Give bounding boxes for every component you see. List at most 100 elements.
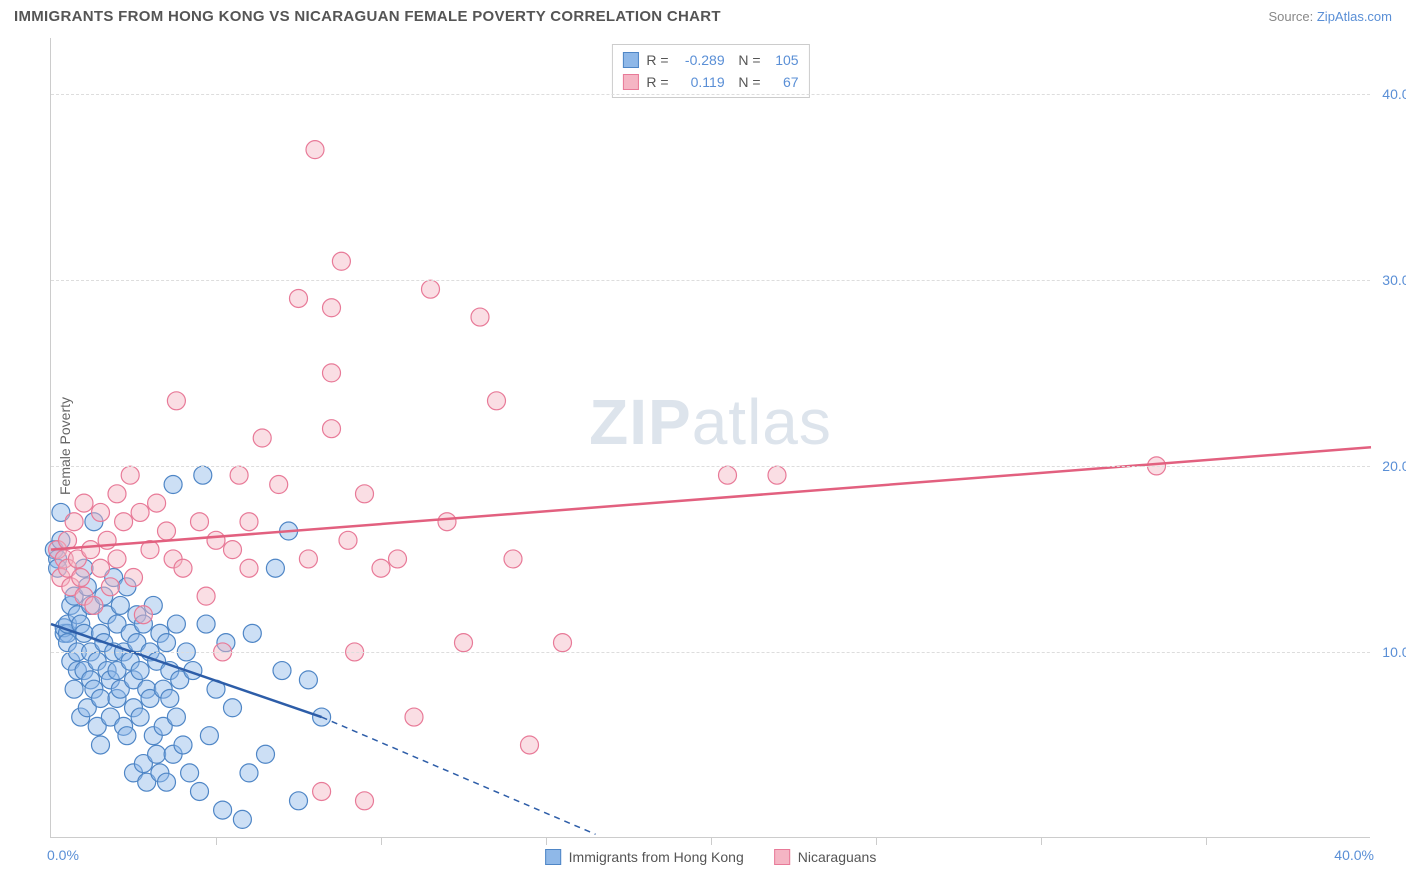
data-point [118, 727, 136, 745]
data-point [224, 541, 242, 559]
data-point [257, 745, 275, 763]
data-point [82, 541, 100, 559]
y-tick-label: 20.0% [1382, 458, 1406, 474]
series-legend: Immigrants from Hong Kong Nicaraguans [545, 849, 877, 865]
data-point [233, 810, 251, 828]
data-point [356, 792, 374, 810]
swatch-series-1 [622, 74, 638, 90]
y-tick-label: 30.0% [1382, 272, 1406, 288]
data-point [214, 801, 232, 819]
data-point [191, 782, 209, 800]
data-point [290, 792, 308, 810]
data-point [75, 494, 93, 512]
data-point [372, 559, 390, 577]
data-point [108, 550, 126, 568]
data-point [438, 513, 456, 531]
data-point [174, 736, 192, 754]
gridline [51, 652, 1370, 653]
plot-area: ZIPatlas R = -0.289 N = 105 R = 0.119 N … [50, 38, 1370, 838]
legend-item-0: Immigrants from Hong Kong [545, 849, 744, 865]
data-point [158, 773, 176, 791]
scatter-svg [51, 38, 1370, 837]
data-point [158, 634, 176, 652]
r-value-1: 0.119 [675, 71, 725, 93]
data-point [131, 708, 149, 726]
data-point [121, 466, 139, 484]
data-point [290, 289, 308, 307]
data-point [167, 615, 185, 633]
gridline [51, 280, 1370, 281]
legend-item-1: Nicaraguans [774, 849, 877, 865]
data-point [554, 634, 572, 652]
data-point [167, 708, 185, 726]
data-point [197, 615, 215, 633]
x-tick [1041, 837, 1042, 845]
n-value-1: 67 [767, 71, 799, 93]
n-label: N = [731, 71, 761, 93]
source-prefix: Source: [1268, 9, 1316, 24]
data-point [719, 466, 737, 484]
data-point [240, 513, 258, 531]
data-point [125, 569, 143, 587]
data-point [85, 596, 103, 614]
data-point [65, 513, 83, 531]
x-axis-max-label: 40.0% [1334, 847, 1374, 863]
data-point [266, 559, 284, 577]
x-tick [1206, 837, 1207, 845]
data-point [72, 569, 90, 587]
chart-title: IMMIGRANTS FROM HONG KONG VS NICARAGUAN … [14, 8, 721, 25]
data-point [108, 485, 126, 503]
data-point [455, 634, 473, 652]
data-point [194, 466, 212, 484]
legend-label-0: Immigrants from Hong Kong [569, 849, 744, 865]
data-point [253, 429, 271, 447]
data-point [65, 680, 83, 698]
data-point [200, 727, 218, 745]
swatch-series-0 [622, 52, 638, 68]
data-point [134, 606, 152, 624]
legend-label-1: Nicaraguans [798, 849, 877, 865]
stats-row-series-1: R = 0.119 N = 67 [622, 71, 798, 93]
data-point [224, 699, 242, 717]
data-point [158, 522, 176, 540]
x-tick [876, 837, 877, 845]
data-point [356, 485, 374, 503]
data-point [131, 662, 149, 680]
x-axis-min-label: 0.0% [47, 847, 79, 863]
stats-legend-box: R = -0.289 N = 105 R = 0.119 N = 67 [611, 44, 809, 98]
data-point [323, 299, 341, 317]
data-point [332, 252, 350, 270]
data-point [323, 420, 341, 438]
data-point [243, 624, 261, 642]
x-tick [216, 837, 217, 845]
y-tick-label: 40.0% [1382, 86, 1406, 102]
r-value-0: -0.289 [675, 49, 725, 71]
data-point [92, 689, 110, 707]
data-point [115, 513, 133, 531]
data-point [339, 531, 357, 549]
r-label: R = [646, 49, 668, 71]
data-point [111, 596, 129, 614]
data-point [270, 476, 288, 494]
data-point [92, 736, 110, 754]
r-label: R = [646, 71, 668, 93]
data-point [161, 689, 179, 707]
data-point [240, 764, 258, 782]
data-point [164, 476, 182, 494]
data-point [488, 392, 506, 410]
y-tick-label: 10.0% [1382, 644, 1406, 660]
trend-line [51, 447, 1371, 549]
data-point [405, 708, 423, 726]
source-link[interactable]: ZipAtlas.com [1317, 9, 1392, 24]
data-point [521, 736, 539, 754]
data-point [181, 764, 199, 782]
x-tick [711, 837, 712, 845]
data-point [167, 392, 185, 410]
data-point [230, 466, 248, 484]
n-label: N = [731, 49, 761, 71]
legend-swatch-1 [774, 849, 790, 865]
data-point [101, 578, 119, 596]
data-point [207, 531, 225, 549]
data-point [299, 550, 317, 568]
data-point [323, 364, 341, 382]
